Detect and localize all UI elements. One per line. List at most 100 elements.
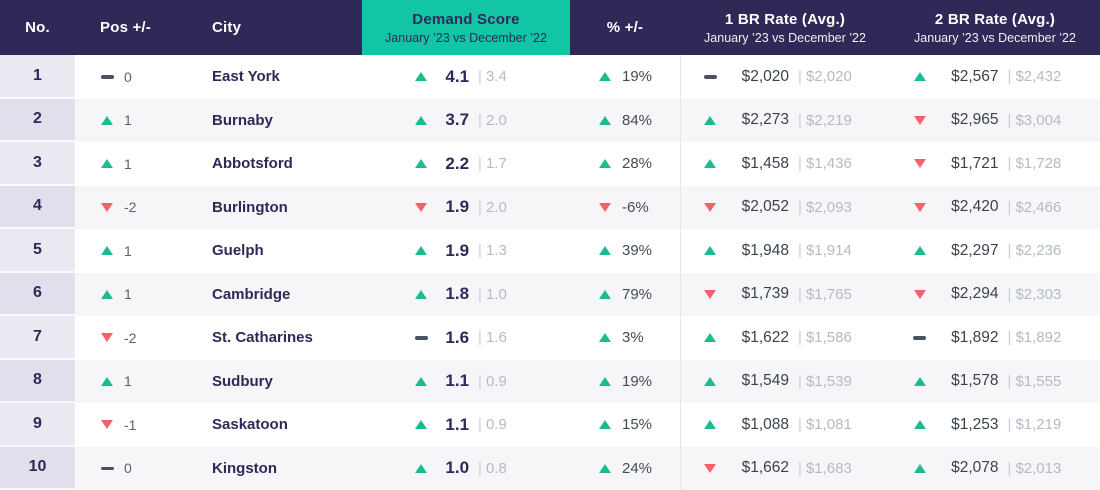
pct-change-value: 3% [622, 329, 644, 347]
flat-dash-icon [414, 336, 428, 340]
1br-rate-cell: $2,020 | $2,020 [680, 55, 890, 99]
pct-change-value: 15% [622, 416, 653, 434]
down-triangle-icon [703, 289, 717, 299]
pct-change-value: -6% [622, 198, 649, 216]
demand-score-previous: 0.9 [485, 372, 507, 390]
1br-rate-current: $1,549 [741, 372, 790, 390]
2br-rate-current: $1,721 [951, 154, 999, 172]
rank-cell: 10 [0, 446, 75, 490]
1br-rate-cell: $1,739 | $1,765 [680, 272, 890, 316]
pct-change-cell: 84% [570, 99, 680, 143]
1br-rate-previous: $2,020 [805, 68, 852, 86]
position-change-cell: -1 [75, 403, 205, 447]
demand-score-cell: 1.8 | 1.0 [362, 273, 570, 317]
pct-change-value: 79% [622, 285, 653, 303]
pct-change-value: 28% [622, 155, 653, 173]
table-row: 1 0 East York 4.1 | 3.4 19% $2,020 | $2,… [0, 55, 1100, 99]
column-header-city: City [212, 19, 242, 36]
pct-change-value: 19% [622, 372, 653, 390]
down-triangle-icon [913, 202, 927, 212]
up-triangle-icon [100, 115, 114, 125]
down-triangle-icon [100, 333, 114, 343]
up-triangle-icon [703, 420, 717, 430]
up-triangle-icon [913, 463, 927, 473]
table-row: 9 -1 Saskatoon 1.1 | 0.9 15% $1,088 | $1… [0, 403, 1100, 447]
up-triangle-icon [703, 115, 717, 125]
position-change-cell: 0 [75, 55, 205, 99]
value-separator: | [798, 459, 802, 477]
up-triangle-icon [414, 463, 428, 473]
demand-score-cell: 3.7 | 2.0 [362, 99, 570, 143]
demand-score-cell: 4.1 | 3.4 [362, 55, 570, 99]
up-triangle-icon [414, 289, 428, 299]
table-row: 6 1 Cambridge 1.8 | 1.0 79% $1,739 | $1,… [0, 272, 1100, 317]
pct-change-cell: 15% [570, 403, 680, 447]
demand-score-current: 1.6 [445, 327, 470, 347]
city-cell: Burlington [212, 198, 288, 216]
demand-score-previous: 2.0 [485, 111, 507, 129]
1br-rate-previous: $1,436 [805, 155, 852, 173]
demand-score-current: 1.8 [445, 284, 470, 304]
up-triangle-icon [913, 72, 927, 82]
demand-score-subtitle: January ’23 vs December ’22 [385, 30, 547, 45]
column-header-pct-change: % +/- [606, 19, 644, 36]
position-change-cell: 1 [75, 99, 205, 143]
value-separator: | [478, 329, 482, 347]
table-row: 5 1 Guelph 1.9 | 1.3 39% $1,948 | $1,914… [0, 229, 1100, 273]
up-triangle-icon [414, 246, 428, 256]
1br-rate-current: $1,662 [741, 459, 790, 477]
1br-rate-title: 1 BR Rate (Avg.) [724, 10, 846, 28]
rank-cell: 1 [0, 55, 75, 99]
rank-cell: 9 [0, 403, 75, 447]
up-triangle-icon [414, 115, 428, 125]
value-separator: | [478, 285, 482, 303]
column-header-2br-rate: 2 BR Rate (Avg.) January ’23 vs December… [890, 0, 1100, 55]
rank-cell: 7 [0, 316, 75, 360]
value-separator: | [798, 198, 802, 216]
1br-rate-cell: $2,052 | $2,093 [680, 185, 890, 229]
demand-score-cell: 1.9 | 2.0 [362, 186, 570, 230]
up-triangle-icon [913, 376, 927, 386]
table-body: 1 0 East York 4.1 | 3.4 19% $2,020 | $2,… [0, 55, 1100, 490]
value-separator: | [1007, 372, 1012, 390]
value-separator: | [1007, 155, 1012, 173]
2br-rate-current: $2,294 [951, 285, 999, 303]
column-header-1br-rate: 1 BR Rate (Avg.) January ’23 vs December… [680, 0, 890, 55]
2br-rate-current: $1,578 [951, 372, 999, 390]
flat-dash-icon [703, 75, 717, 79]
value-separator: | [478, 68, 482, 86]
value-separator: | [1007, 68, 1012, 86]
pct-change-cell: 19% [570, 360, 680, 404]
1br-rate-previous: $2,219 [805, 111, 852, 129]
city-cell: Guelph [212, 242, 264, 260]
position-change-value: 1 [124, 242, 132, 259]
position-change-value: -2 [124, 199, 137, 216]
value-separator: | [1007, 285, 1012, 303]
demand-score-previous: 1.3 [485, 242, 507, 260]
position-change-value: 0 [124, 460, 132, 477]
1br-rate-cell: $1,458 | $1,436 [680, 142, 890, 186]
1br-rate-cell: $2,273 | $2,219 [680, 98, 890, 142]
1br-rate-previous: $2,093 [805, 198, 852, 216]
up-triangle-icon [414, 159, 428, 169]
value-separator: | [798, 111, 802, 129]
1br-rate-current: $2,020 [741, 67, 790, 85]
table-header-row: No. Pos +/- City Demand Score January ’2… [0, 0, 1100, 55]
2br-rate-subtitle: January ’23 vs December ’22 [914, 30, 1076, 45]
down-triangle-icon [100, 202, 114, 212]
city-cell: Kingston [212, 459, 277, 477]
value-separator: | [798, 329, 802, 347]
demand-score-previous: 3.4 [485, 68, 507, 86]
pct-change-value: 39% [622, 242, 653, 260]
demand-score-current: 2.2 [445, 153, 470, 173]
up-triangle-icon [598, 246, 612, 256]
value-separator: | [478, 242, 482, 260]
position-change-value: 1 [124, 155, 132, 172]
2br-rate-previous: $3,004 [1015, 111, 1062, 129]
demand-score-previous: 2.0 [485, 198, 507, 216]
1br-rate-previous: $1,683 [805, 459, 852, 477]
up-triangle-icon [100, 289, 114, 299]
down-triangle-icon [703, 202, 717, 212]
1br-rate-current: $1,739 [741, 285, 790, 303]
value-separator: | [1007, 242, 1012, 260]
